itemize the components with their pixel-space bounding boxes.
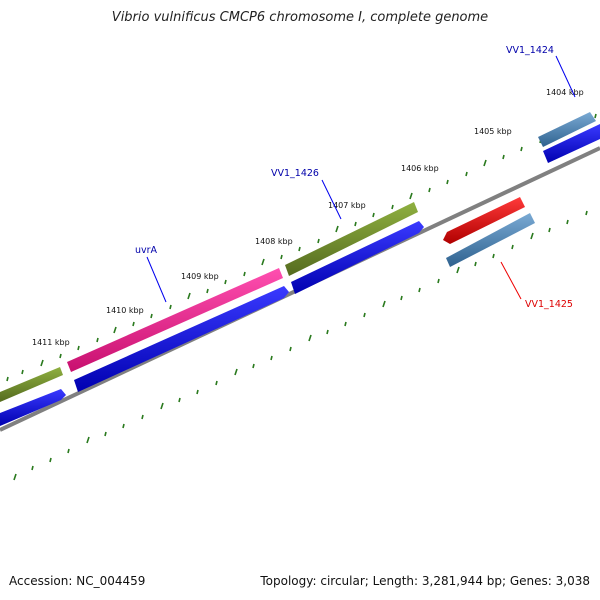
inner-tick-track	[13, 210, 588, 481]
vv1-1426-leader-line	[321, 179, 342, 220]
outer-tick-track	[6, 113, 597, 382]
cds-vv1-1426[interactable]	[291, 221, 424, 294]
vv1-1424-leader-line	[555, 55, 576, 98]
kbp-label-1406: 1406 kbp	[401, 164, 439, 173]
kbp-label-1407: 1407 kbp	[328, 201, 366, 210]
gene-vv1-1426[interactable]	[285, 202, 418, 276]
accession-text: Accession: NC_004459	[9, 574, 146, 588]
cds-blue-left[interactable]	[0, 389, 66, 426]
vv1-1425-label[interactable]: VV1_1425	[525, 299, 573, 310]
kbp-label-1408: 1408 kbp	[255, 237, 293, 246]
gene-green-left[interactable]	[0, 367, 63, 402]
vv1-1425-leader-line	[500, 261, 522, 300]
kbp-label-1410: 1410 kbp	[106, 306, 144, 315]
uvrA-leader-line	[146, 256, 167, 303]
vv1-1426-label[interactable]: VV1_1426	[271, 168, 319, 179]
gene-uvrA[interactable]	[67, 268, 283, 372]
uvrA-label[interactable]: uvrA	[135, 245, 158, 256]
cds-vv1-1424[interactable]	[543, 124, 600, 163]
cds-uvrA[interactable]	[74, 286, 289, 392]
topology-summary: Topology: circular; Length: 3,281,944 bp…	[260, 574, 590, 588]
kbp-label-1409: 1409 kbp	[181, 272, 219, 281]
kbp-label-1405: 1405 kbp	[474, 127, 512, 136]
gene-vv1-1425[interactable]	[443, 197, 525, 244]
gene-vv1-1424[interactable]	[538, 112, 596, 147]
kbp-label-1411: 1411 kbp	[32, 338, 70, 347]
kbp-label-1404: 1404 kbp	[546, 88, 584, 97]
map-title: Vibrio vulnificus CMCP6 chromosome I, co…	[111, 10, 489, 25]
vv1-1424-label[interactable]: VV1_1424	[506, 45, 554, 56]
gene-vv1-1425-cds[interactable]	[446, 213, 535, 267]
